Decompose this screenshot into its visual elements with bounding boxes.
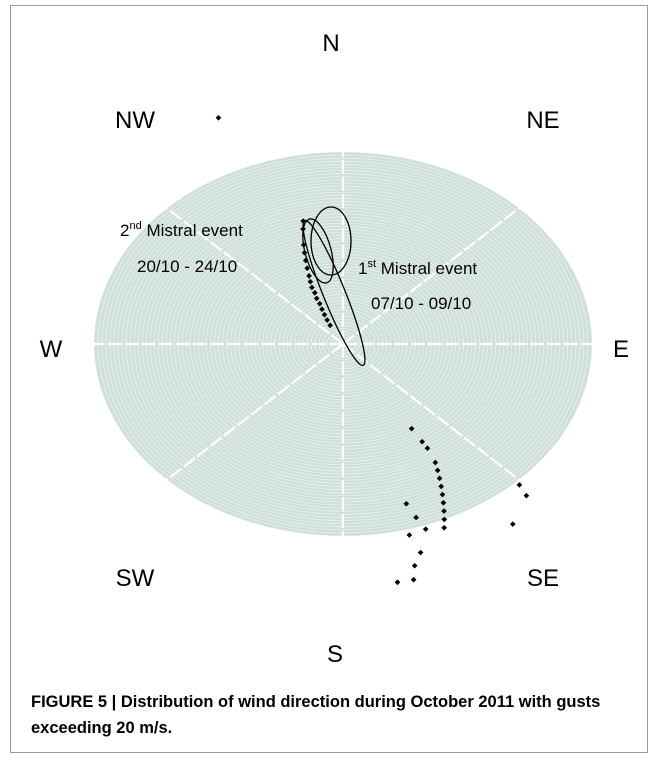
data-points bbox=[215, 114, 530, 586]
data-point bbox=[406, 532, 413, 538]
data-point bbox=[439, 491, 446, 498]
wind-polar-plot: N NE E SE S SW W NW 2nd Mistral event 20/10 - 24… bbox=[40, 30, 629, 668]
direction-label-se: SE bbox=[527, 565, 559, 592]
data-point bbox=[215, 114, 222, 121]
texture-ring bbox=[258, 278, 428, 410]
data-point bbox=[523, 492, 530, 499]
data-point bbox=[432, 459, 439, 466]
direction-spoke bbox=[342, 343, 531, 489]
data-point bbox=[436, 475, 443, 482]
data-point bbox=[434, 467, 441, 474]
direction-label-n: N bbox=[322, 30, 339, 57]
direction-label-s: S bbox=[327, 641, 343, 668]
data-point bbox=[516, 482, 523, 488]
direction-label-e: E bbox=[613, 336, 629, 363]
direction-label-w: W bbox=[40, 336, 63, 363]
data-point bbox=[324, 317, 331, 323]
data-point bbox=[394, 579, 401, 586]
event-ellipse-2nd bbox=[310, 206, 352, 276]
data-point bbox=[403, 500, 410, 507]
data-point bbox=[413, 514, 419, 521]
data-point bbox=[417, 549, 424, 556]
data-point bbox=[302, 257, 309, 264]
data-point bbox=[422, 526, 429, 532]
data-point bbox=[321, 311, 328, 318]
data-point bbox=[313, 295, 320, 302]
annotation-2nd-dates: 20/10 - 24/10 bbox=[137, 257, 237, 276]
annotations: 2nd Mistral event 20/10 - 24/10 1st Mistra… bbox=[120, 220, 477, 313]
data-point bbox=[440, 499, 447, 506]
direction-labels: N NE E SE S SW W NW bbox=[40, 30, 629, 668]
data-point bbox=[441, 524, 448, 531]
annotation-2nd-mistral: 2nd Mistral event bbox=[120, 220, 243, 240]
data-point bbox=[301, 249, 308, 256]
direction-label-nw: NW bbox=[115, 107, 155, 134]
figure-frame: N NE E SE S SW W NW 2nd Mistral event 20/10 - 24… bbox=[10, 5, 648, 753]
direction-label-ne: NE bbox=[526, 107, 559, 134]
figure-caption: FIGURE 5 | Distribution of wind directio… bbox=[31, 693, 601, 737]
data-point bbox=[304, 265, 311, 272]
data-point bbox=[309, 284, 315, 291]
data-point bbox=[411, 562, 418, 569]
annotation-1st-mistral: 1st Mistral event bbox=[358, 258, 477, 278]
direction-label-sw: SW bbox=[116, 565, 155, 592]
data-point bbox=[306, 273, 312, 279]
data-point bbox=[319, 306, 325, 313]
texture-ring bbox=[190, 226, 496, 462]
data-point bbox=[300, 242, 307, 248]
data-point bbox=[316, 300, 323, 307]
data-point bbox=[441, 516, 448, 523]
data-point bbox=[424, 445, 431, 452]
data-point bbox=[408, 425, 415, 432]
data-point bbox=[300, 218, 307, 224]
data-point bbox=[300, 226, 306, 232]
direction-spokes bbox=[79, 140, 607, 548]
direction-spoke bbox=[155, 343, 344, 489]
data-point bbox=[307, 278, 314, 285]
data-point bbox=[327, 322, 333, 329]
annotation-1st-dates: 07/10 - 09/10 bbox=[371, 294, 471, 313]
direction-spoke bbox=[155, 199, 344, 345]
data-point bbox=[419, 438, 425, 445]
data-point bbox=[410, 576, 417, 583]
data-point bbox=[438, 483, 445, 490]
data-point bbox=[311, 289, 318, 296]
data-point bbox=[441, 508, 447, 514]
data-point bbox=[509, 521, 516, 528]
direction-spoke bbox=[342, 199, 531, 345]
